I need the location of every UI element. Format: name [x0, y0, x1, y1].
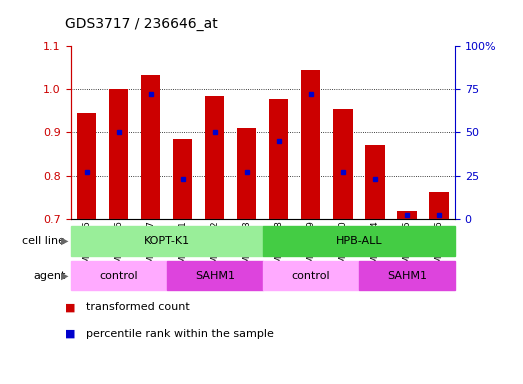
Text: SAHM1: SAHM1	[387, 270, 427, 281]
Bar	[71, 261, 167, 290]
Text: ▶: ▶	[61, 236, 68, 246]
Text: KOPT-K1: KOPT-K1	[144, 236, 190, 246]
Text: cell line: cell line	[22, 236, 65, 246]
Bar	[333, 109, 353, 219]
Bar	[71, 226, 263, 256]
Bar	[263, 226, 455, 256]
Bar	[301, 70, 321, 219]
Bar	[429, 192, 449, 219]
Text: control: control	[99, 270, 138, 281]
Bar	[77, 113, 96, 219]
Bar	[397, 211, 416, 219]
Bar	[167, 261, 263, 290]
Text: ■: ■	[65, 302, 76, 312]
Text: ▶: ▶	[61, 270, 68, 281]
Text: transformed count: transformed count	[86, 302, 190, 312]
Bar	[365, 146, 384, 219]
Bar	[269, 99, 288, 219]
Bar	[173, 139, 192, 219]
Bar	[237, 128, 256, 219]
Text: agent: agent	[33, 270, 65, 281]
Bar	[205, 96, 224, 219]
Bar	[263, 261, 359, 290]
Text: control: control	[291, 270, 330, 281]
Text: HPB-ALL: HPB-ALL	[336, 236, 382, 246]
Bar	[359, 261, 455, 290]
Text: ■: ■	[65, 329, 76, 339]
Bar	[141, 74, 160, 219]
Text: GDS3717 / 236646_at: GDS3717 / 236646_at	[65, 17, 218, 31]
Text: percentile rank within the sample: percentile rank within the sample	[86, 329, 274, 339]
Bar	[109, 89, 128, 219]
Text: SAHM1: SAHM1	[195, 270, 235, 281]
